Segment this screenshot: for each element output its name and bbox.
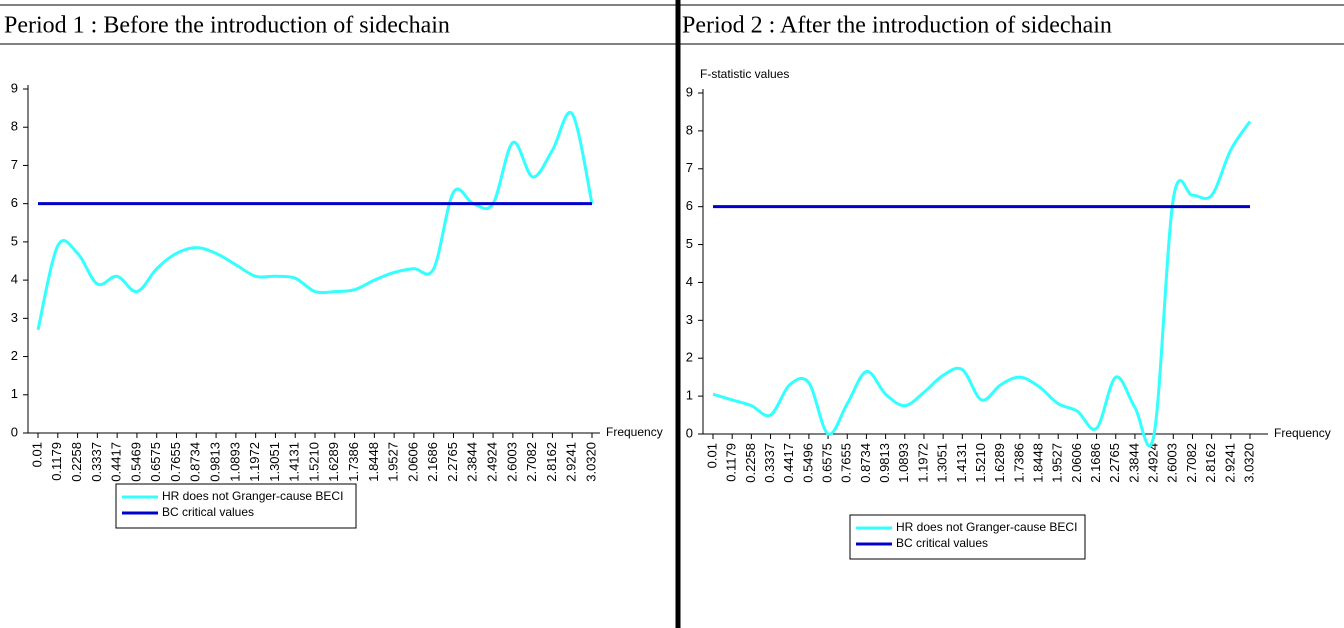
x-tick-label: 2.0606	[1069, 443, 1084, 483]
x-tick-label: 1.7386	[346, 442, 361, 482]
x-tick-label: 0.9813	[877, 443, 892, 483]
data-line	[712, 120, 1252, 447]
y-tick-label: 7	[686, 160, 693, 175]
y-tick-label: 0	[686, 425, 693, 440]
x-tick-label: 1.4131	[954, 443, 969, 483]
x-tick-label: 0.2258	[743, 443, 758, 483]
x-tick-label: 0.1179	[724, 443, 739, 482]
x-tick-label: 0.4417	[109, 442, 124, 482]
y-tick-label: 8	[686, 122, 693, 137]
x-tick-label: 1.6289	[992, 443, 1007, 483]
y-tick-label: 6	[11, 195, 18, 210]
y-tick-label: 9	[686, 84, 693, 99]
x-tick-label: 1.6289	[326, 442, 341, 482]
y-tick-label: 9	[11, 80, 18, 95]
x-tick-label: 1.3051	[935, 443, 950, 483]
legend-box	[115, 483, 357, 529]
x-tick-label: 0.6575	[148, 442, 163, 482]
x-tick-label: 2.7082	[1184, 443, 1199, 483]
x-tick-label: 2.1686	[425, 442, 440, 482]
data-line	[36, 110, 594, 331]
x-axis-label: Frequency	[606, 425, 663, 439]
x-tick-label: 2.9241	[1222, 443, 1237, 483]
legend-label: BC critical values	[896, 536, 988, 550]
y-tick-label: 2	[686, 350, 693, 365]
x-tick-label: 0.7655	[839, 443, 854, 483]
x-tick-label: 2.8162	[544, 442, 559, 482]
x-tick-label: 0.9813	[208, 442, 223, 482]
x-tick-label: 0.6575	[820, 443, 835, 483]
x-tick-label: 0.8734	[188, 442, 203, 482]
y-tick-label: 5	[686, 236, 693, 251]
x-tick-label: 1.9527	[386, 442, 401, 482]
x-tick-label: 0.2258	[69, 442, 84, 482]
x-tick-label: 3.0320	[583, 442, 598, 482]
x-tick-label: 1.8448	[366, 442, 381, 482]
y-tick-label: 3	[11, 310, 18, 325]
x-tick-label: 2.6003	[504, 442, 519, 482]
x-tick-label: 0.3337	[89, 442, 104, 482]
x-tick-label: 1.0893	[896, 443, 911, 483]
x-tick-label: 2.0606	[405, 442, 420, 482]
x-tick-label: 2.3844	[465, 442, 480, 482]
x-tick-label: 1.8448	[1030, 443, 1045, 483]
x-tick-label: 2.4924	[1146, 443, 1161, 483]
chart-title: Period 1 : Before the introduction of si…	[4, 13, 450, 39]
legend-label: HR does not Granger-cause BECI	[896, 520, 1077, 534]
x-axis-label: Frequency	[1274, 426, 1331, 440]
x-tick-label: 0.01	[29, 442, 44, 467]
x-tick-label: 0.5496	[800, 443, 815, 483]
x-tick-label: 3.0320	[1241, 443, 1256, 483]
x-tick-label: 2.2765	[445, 442, 460, 482]
x-tick-label: 2.9241	[564, 442, 579, 482]
x-tick-label: 2.4924	[485, 442, 500, 482]
y-tick-label: 6	[686, 198, 693, 213]
x-tick-label: 0.3337	[762, 443, 777, 483]
x-tick-label: 0.8734	[858, 443, 873, 483]
y-tick-label: 2	[11, 348, 18, 363]
x-tick-label: 1.5210	[973, 443, 988, 483]
x-tick-label: 0.1179	[49, 442, 64, 481]
x-tick-label: 0.7655	[168, 442, 183, 482]
x-tick-label: 2.6003	[1165, 443, 1180, 483]
legend-label: BC critical values	[162, 505, 254, 519]
x-tick-label: 1.1972	[247, 442, 262, 482]
x-tick-label: 1.1972	[915, 443, 930, 483]
x-tick-label: 1.7386	[1011, 443, 1026, 483]
x-tick-label: 0.01	[704, 443, 719, 468]
chart-title: Period 2 : After the introduction of sid…	[682, 13, 1112, 39]
y-axis-label: F-statistic values	[700, 67, 789, 81]
x-tick-label: 2.7082	[524, 442, 539, 482]
y-tick-label: 8	[11, 119, 18, 134]
x-tick-label: 1.5210	[306, 442, 321, 482]
legend-label: HR does not Granger-cause BECI	[162, 489, 343, 503]
x-tick-label: 2.1686	[1088, 443, 1103, 483]
x-tick-label: 2.3844	[1126, 443, 1141, 483]
x-tick-label: 1.4131	[287, 442, 302, 482]
x-tick-label: 1.0893	[227, 442, 242, 482]
y-tick-label: 0	[11, 424, 18, 439]
x-tick-label: 0.5469	[128, 442, 143, 482]
y-tick-label: 4	[686, 274, 693, 289]
legend-box	[849, 514, 1086, 560]
y-tick-label: 1	[11, 386, 18, 401]
x-tick-label: 0.4417	[781, 443, 796, 483]
y-tick-label: 5	[11, 233, 18, 248]
x-tick-label: 2.2765	[1107, 443, 1122, 483]
y-tick-label: 4	[11, 272, 18, 287]
x-tick-label: 1.9527	[1050, 443, 1065, 483]
x-tick-label: 1.3051	[267, 442, 282, 482]
x-tick-label: 2.8162	[1203, 443, 1218, 483]
y-tick-label: 3	[686, 312, 693, 327]
y-tick-label: 1	[686, 388, 693, 403]
y-tick-label: 7	[11, 157, 18, 172]
